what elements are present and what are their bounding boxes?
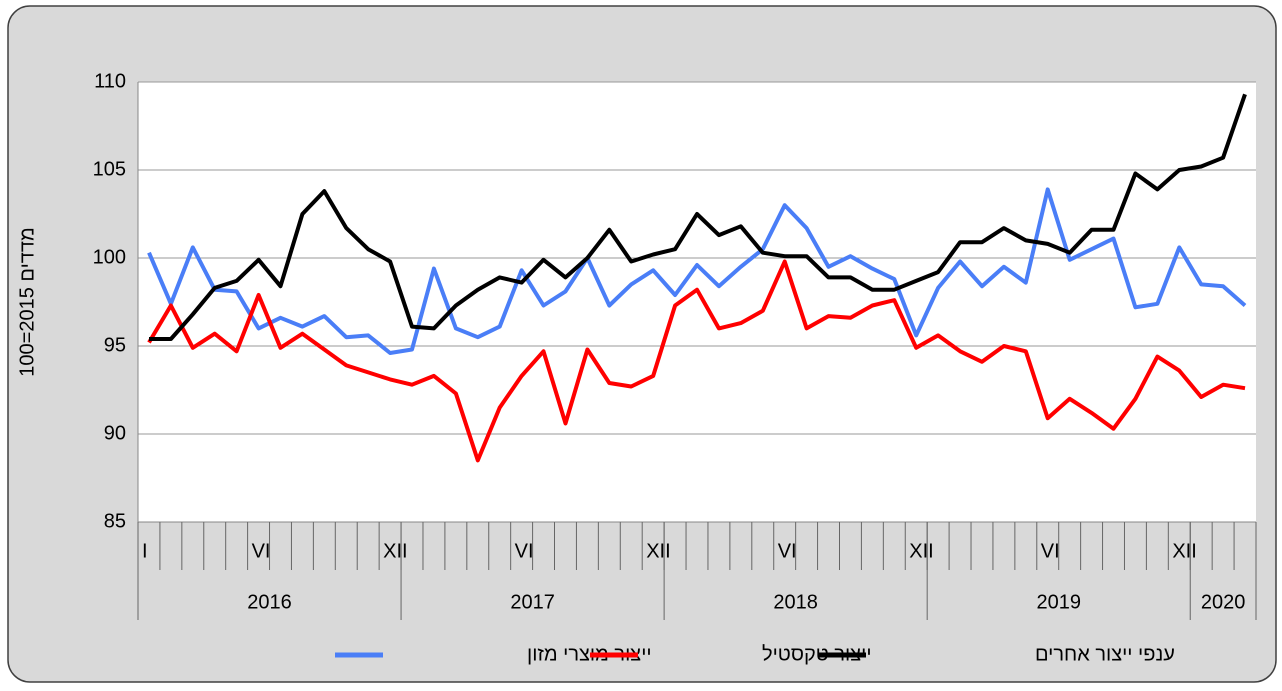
x-tick-label: VI — [778, 540, 797, 562]
series-line — [147, 187, 1247, 355]
x-tick-label: XII — [1172, 540, 1196, 562]
year-label: 2020 — [1201, 591, 1246, 613]
y-tick-label: 90 — [104, 422, 126, 444]
x-tick-label: I — [142, 540, 148, 562]
legend-label: ייצור טקסטיל — [762, 643, 872, 665]
year-label: 2016 — [247, 591, 292, 613]
y-axis-label: מדדים 2015=100 — [16, 227, 38, 376]
x-tick-label: XII — [383, 540, 407, 562]
year-label: 2018 — [773, 591, 818, 613]
x-tick-label: VI — [515, 540, 534, 562]
year-label: 2019 — [1036, 591, 1081, 613]
y-tick-label: 85 — [104, 510, 126, 532]
y-tick-label: 100 — [93, 246, 126, 268]
y-tick-label: 95 — [104, 334, 126, 356]
year-label: 2017 — [510, 591, 555, 613]
plot-area — [138, 82, 1256, 522]
y-tick-label: 110 — [94, 70, 126, 92]
x-tick-label: VI — [1041, 540, 1060, 562]
x-tick-label: VI — [252, 540, 271, 562]
legend-label: ענפי ייצור אחרים — [1035, 643, 1175, 665]
series-line — [149, 93, 1247, 341]
series-line — [147, 259, 1246, 463]
legend-label: ייצור מוצרי מזון — [527, 643, 652, 665]
x-tick-label: XII — [646, 540, 670, 562]
y-tick-label: 105 — [93, 158, 126, 180]
x-tick-label: XII — [909, 540, 933, 562]
